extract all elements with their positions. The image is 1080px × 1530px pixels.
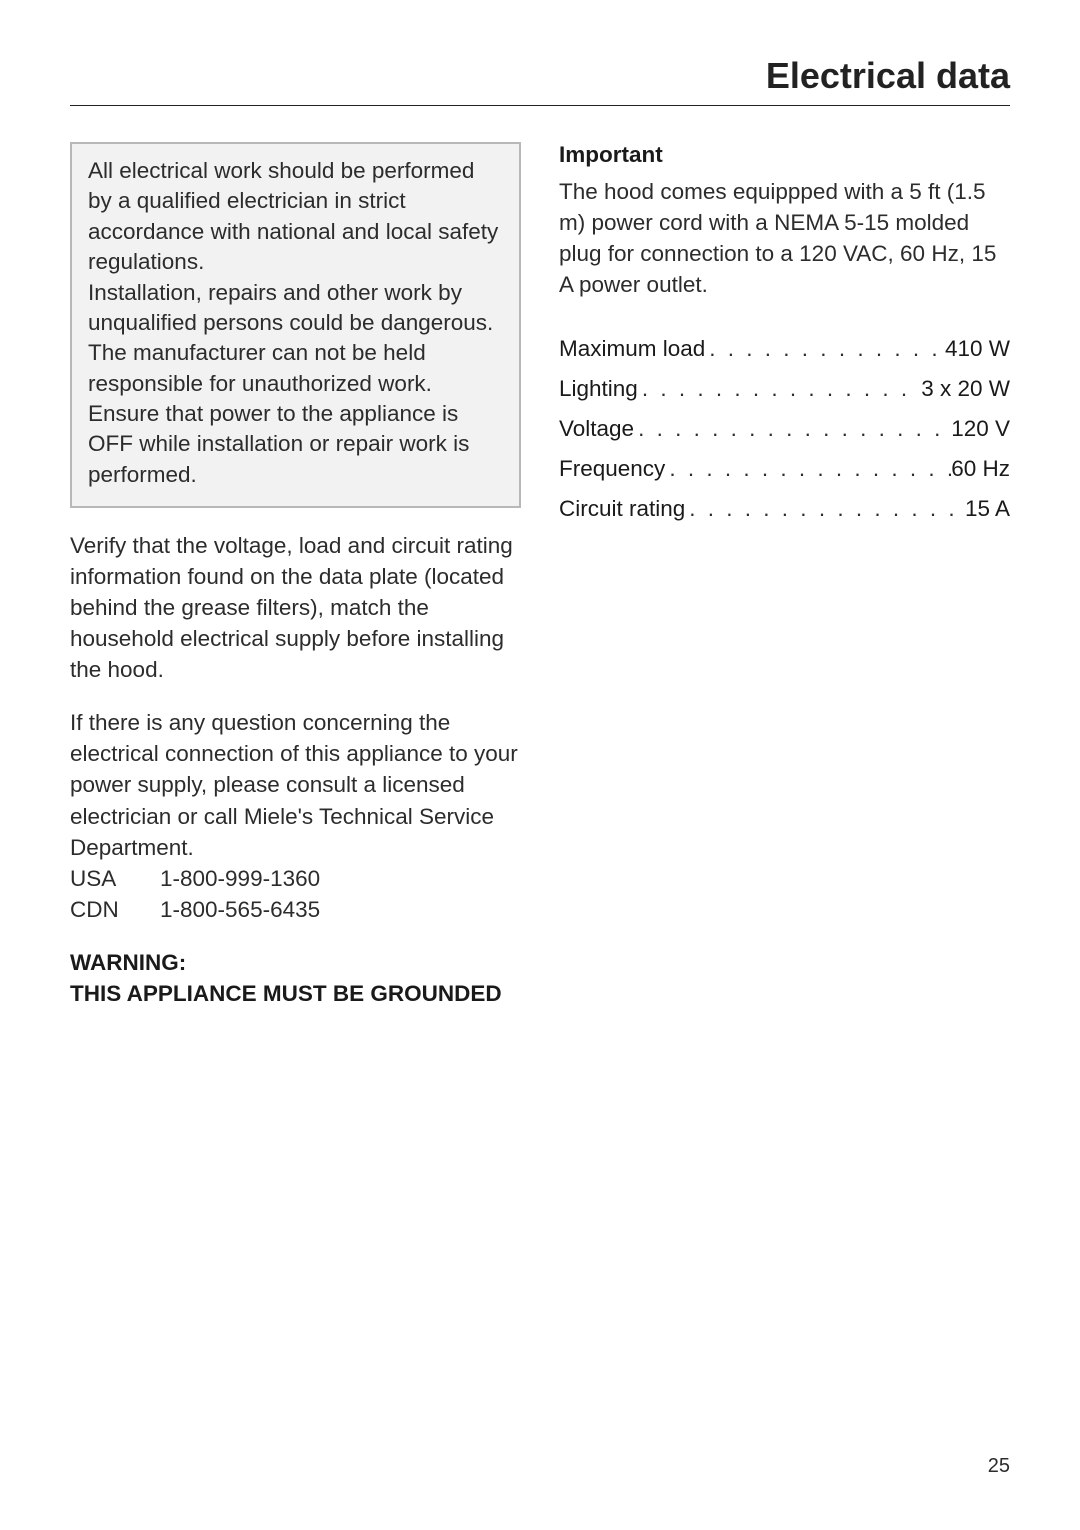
spec-label: Maximum load bbox=[559, 336, 705, 362]
important-heading: Important bbox=[559, 142, 1010, 168]
spec-row-lighting: Lighting . . . . . . . . . . . . . . . .… bbox=[559, 376, 1010, 402]
notice-paragraph-2: Installation, repairs and other work by … bbox=[88, 278, 503, 400]
content-columns: All electrical work should be performed … bbox=[70, 142, 1010, 1009]
page-title: Electrical data bbox=[70, 55, 1010, 106]
warning-line-2: THIS APPLIANCE MUST BE GROUNDED bbox=[70, 978, 521, 1009]
spec-row-circuit-rating: Circuit rating . . . . . . . . . . . . .… bbox=[559, 496, 1010, 522]
spec-value: 120 V bbox=[951, 416, 1010, 442]
spec-value: 15 A bbox=[965, 496, 1010, 522]
warning-line-1: WARNING: bbox=[70, 947, 521, 978]
spec-row-frequency: Frequency . . . . . . . . . . . . . . . … bbox=[559, 456, 1010, 482]
grounding-warning: WARNING: THIS APPLIANCE MUST BE GROUNDED bbox=[70, 947, 521, 1009]
page-number: 25 bbox=[988, 1455, 1010, 1478]
spec-dots: . . . . . . . . . . . . . . . . . . . . … bbox=[665, 456, 951, 482]
spec-row-max-load: Maximum load . . . . . . . . . . . . . .… bbox=[559, 336, 1010, 362]
spec-dots: . . . . . . . . . . . . . . . . . . . . … bbox=[685, 496, 965, 522]
phone-row-usa: USA 1-800-999-1360 bbox=[70, 863, 521, 894]
important-text: The hood comes equippped with a 5 ft (1.… bbox=[559, 176, 1010, 300]
verify-paragraph: Verify that the voltage, load and circui… bbox=[70, 530, 521, 685]
spec-value: 410 W bbox=[945, 336, 1010, 362]
phone-region-usa: USA bbox=[70, 863, 160, 894]
notice-paragraph-3: Ensure that power to the appliance is OF… bbox=[88, 399, 503, 490]
spec-row-voltage: Voltage . . . . . . . . . . . . . . . . … bbox=[559, 416, 1010, 442]
right-column: Important The hood comes equippped with … bbox=[559, 142, 1010, 1009]
spec-label: Circuit rating bbox=[559, 496, 685, 522]
consult-paragraph: If there is any question concerning the … bbox=[70, 707, 521, 924]
left-column: All electrical work should be performed … bbox=[70, 142, 521, 1009]
spec-value: 3 x 20 W bbox=[921, 376, 1010, 402]
spec-label: Voltage bbox=[559, 416, 634, 442]
phone-number-usa: 1-800-999-1360 bbox=[160, 863, 320, 894]
spec-list: Maximum load . . . . . . . . . . . . . .… bbox=[559, 336, 1010, 522]
phone-region-cdn: CDN bbox=[70, 894, 160, 925]
notice-paragraph-1: All electrical work should be performed … bbox=[88, 156, 503, 278]
spec-dots: . . . . . . . . . . . . . . . . . . . . … bbox=[705, 336, 945, 362]
phone-number-cdn: 1-800-565-6435 bbox=[160, 894, 320, 925]
spec-label: Frequency bbox=[559, 456, 665, 482]
spec-label: Lighting bbox=[559, 376, 638, 402]
spec-dots: . . . . . . . . . . . . . . . . . . . . … bbox=[634, 416, 951, 442]
spec-dots: . . . . . . . . . . . . . . . . . . . . … bbox=[638, 376, 921, 402]
safety-notice-box: All electrical work should be performed … bbox=[70, 142, 521, 508]
spec-value: 60 Hz bbox=[951, 456, 1010, 482]
phone-row-cdn: CDN 1-800-565-6435 bbox=[70, 894, 521, 925]
consult-intro-text: If there is any question concerning the … bbox=[70, 710, 518, 859]
